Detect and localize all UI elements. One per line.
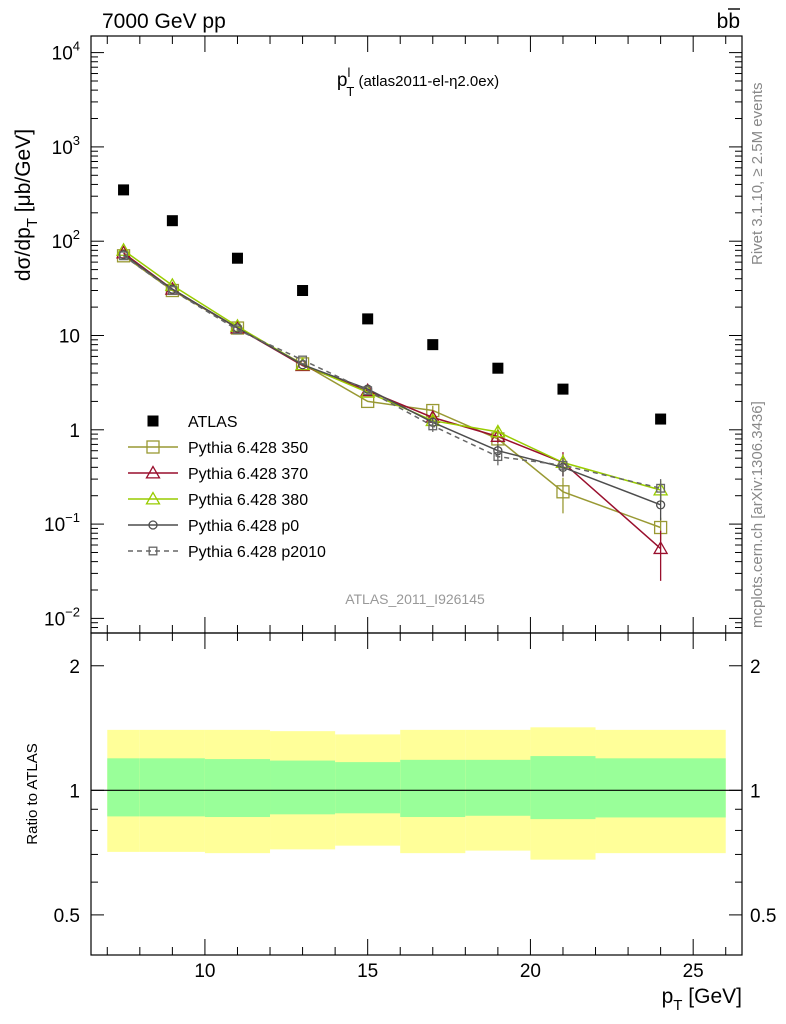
series-5-point [656,483,666,493]
x-tick-label: 15 [357,961,378,982]
ratio-band-inner [107,758,140,817]
series-3-line [123,249,661,491]
series-5-line [123,255,661,489]
series-0-point [166,215,178,227]
legend-label-1: Pythia 6.428 350 [188,440,308,457]
legend-marker-4 [148,520,158,530]
ratio-band-inner [465,759,531,816]
series-1-line [123,255,661,529]
ratio-band-inner [139,758,205,817]
main-y-tick-label: 103 [52,133,80,159]
main-y-tick-label: 10 [59,326,80,347]
ratio-band-inner [530,756,596,820]
series-2-point [490,428,506,442]
analysis-watermark: ATLAS_2011_I926145 [345,591,485,607]
main-y-tick-label: 10−1 [44,510,80,536]
series-0-point [427,339,439,351]
series-0 [118,184,667,425]
ratio-y-axis: 0.5 0.5 1 1 2 2 [54,657,777,927]
legend-label-0: ATLAS [188,414,238,431]
series-0-point [492,362,504,374]
process-label: bb [717,10,740,33]
ratio-plot-frame [90,632,743,956]
ratio-band-inner [270,760,336,815]
legend-marker-2 [145,465,161,479]
legend-label-3: Pythia 6.428 380 [188,492,308,509]
series-0-point [655,413,667,425]
main-x-ticks [106,36,727,633]
ratio-plot: 0.5 0.5 1 1 2 2 10 15 20 25 Ratio to ATLAS pT [G… [24,632,777,1014]
series-0-point [297,285,309,297]
series-0-point [231,252,243,264]
legend-marker-1 [146,440,160,454]
series-5-point [233,325,242,335]
series-5-point [119,251,128,261]
series-5-point [428,421,438,431]
series-5 [119,251,666,501]
main-y-label: dσ/dpT [μb/GeV] [12,129,41,281]
series-5-point [558,460,568,470]
series-4-point [655,500,666,510]
plot-title: pl T (atlas2011-el-η2.0ex) [337,65,499,99]
series-5-point [363,386,373,396]
legend-marker-3 [145,491,161,505]
series-2-point [653,540,669,555]
ratio-band-inner [595,758,726,818]
x-tick-label: 20 [520,961,541,982]
series-5-point [167,286,177,295]
ratio-y-tick-label-right: 2 [750,657,761,678]
legend-label-5: Pythia 6.428 p2010 [188,544,326,561]
ratio-y-label: Ratio to ATLAS [24,743,41,844]
series-0-point [118,184,130,196]
ratio-y-tick-label: 1 [69,781,80,802]
series-0-point [557,383,569,395]
mcplots-label: mcplots.cern.ch [arXiv:1306.3436] [749,401,766,628]
ratio-band-inner [335,762,401,814]
main-plot: 10−2 10−1 1 10 102 103 104 pl T (atlas2011-el-η… [12,35,743,634]
series-3 [115,242,669,503]
main-y-tick-label: 10−2 [44,604,80,630]
ratio-y-tick-label: 0.5 [54,906,80,927]
main-y-tick-label: 1 [69,421,80,442]
series-3-point [490,424,506,438]
series-0-point [362,313,374,325]
ratio-band-inner [204,759,271,818]
rivet-label: Rivet 3.1.10, ≥ 2.5M events [749,83,766,266]
ratio-x-axis: 10 15 20 25 [106,633,727,982]
main-y-tick-label: 102 [52,227,80,253]
main-y-tick-label: 104 [52,39,80,65]
ratio-band-inner [400,759,466,818]
series-3-point [164,277,180,291]
x-tick-label: 25 [683,961,704,982]
ratio-plot-content [91,727,742,860]
legend-marker-0 [147,415,159,427]
legend: ATLAS Pythia 6.428 350 Pythia 6.428 370 Pyt… [128,414,326,561]
series-5-point [298,355,308,365]
legend-label-4: Pythia 6.428 p0 [188,518,299,535]
legend-label-2: Pythia 6.428 370 [188,466,308,483]
process-label-bar: b [728,10,740,33]
series-1-point [556,485,570,499]
x-axis-label: pT [GeV] [662,985,742,1014]
series-5-point [493,452,503,462]
main-y-axis: 10−2 10−1 1 10 102 103 104 [44,39,742,634]
energy-label: 7000 GeV pp [102,10,226,33]
legend-marker-5 [148,546,158,556]
x-tick-label: 10 [194,961,215,982]
ratio-y-tick-label-right: 0.5 [750,906,776,927]
ratio-y-tick-label: 2 [69,657,80,678]
ratio-y-tick-label-right: 1 [750,781,761,802]
main-plot-content [115,184,669,581]
